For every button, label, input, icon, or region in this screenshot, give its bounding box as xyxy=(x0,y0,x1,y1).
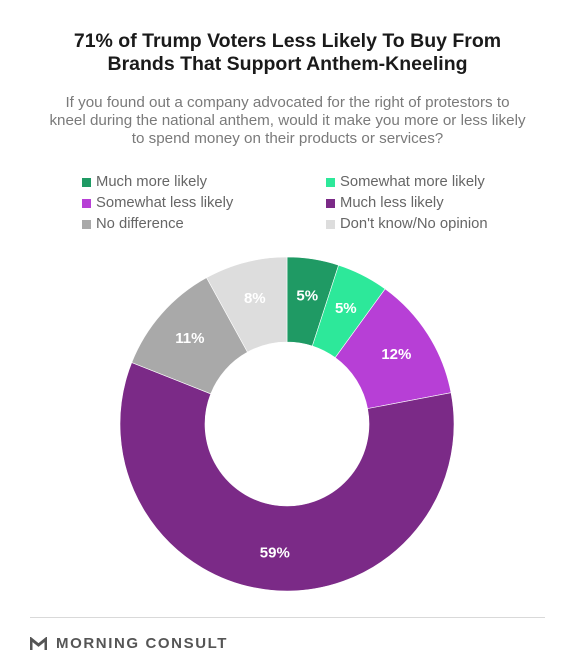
footer-divider xyxy=(30,617,545,618)
donut-slice xyxy=(206,256,288,353)
brand-logo: MORNING CONSULT xyxy=(30,635,228,652)
chart-title: 71% of Trump Voters Less Likely To Buy F… xyxy=(0,30,575,76)
brand-name: MORNING CONSULT xyxy=(56,635,229,652)
morning-consult-logo-icon xyxy=(30,636,47,650)
chart-title-line-1: 71% of Trump Voters Less Likely To Buy F… xyxy=(73,30,502,52)
slice-value-label: 5% xyxy=(335,300,357,317)
donut-slice xyxy=(119,362,455,592)
slice-value-label: 12% xyxy=(381,346,411,363)
chart-title-line-2: Brands That Support Anthem-Kneeling xyxy=(107,53,468,75)
slice-value-label: 5% xyxy=(296,288,318,305)
slice-value-label: 59% xyxy=(260,544,290,561)
chart-subtitle-line-2: kneel during the national anthem, would … xyxy=(49,112,526,129)
slice-value-label: 11% xyxy=(175,330,204,347)
slice-value-label: 8% xyxy=(244,290,266,307)
donut-chart: 5% 5% 12% 59% 11% 8% xyxy=(119,256,455,592)
chart-subtitle-line-3: to spend money on their products or serv… xyxy=(131,130,444,147)
chart-subtitle-line-1: If you found out a company advocated for… xyxy=(65,94,510,111)
chart-subtitle: If you found out a company advocated for… xyxy=(30,94,545,148)
